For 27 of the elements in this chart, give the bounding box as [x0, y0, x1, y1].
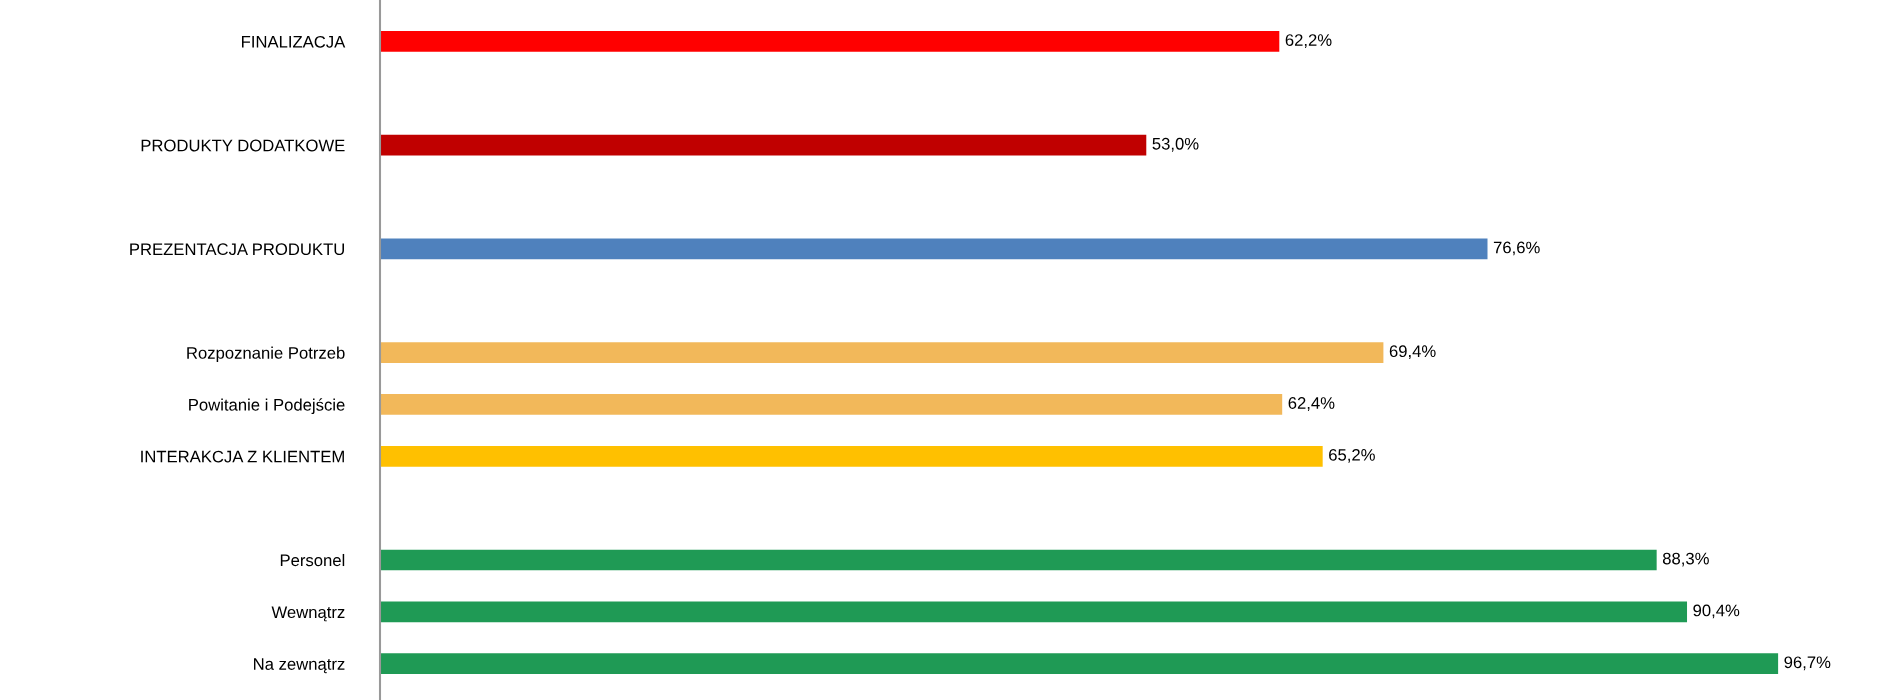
data-label: 62,2%	[1285, 34, 1332, 48]
bar	[380, 601, 1688, 623]
bar	[380, 445, 1323, 467]
bar	[380, 31, 1280, 52]
data-label: 62,4%	[1288, 397, 1335, 411]
bar	[380, 134, 1147, 156]
data-label: 76,6%	[1493, 241, 1540, 256]
y-tick-label: Na zewnątrz	[254, 658, 345, 674]
bar	[380, 394, 1283, 415]
bar	[380, 342, 1384, 363]
y-tick-label: PRODUKTY DODATKOWE	[141, 139, 345, 152]
data-label: 96,7%	[1784, 656, 1831, 671]
y-tick-label: PREZENTACJA PRODUKTU	[130, 243, 344, 256]
y-tick-label: Wewnątrz	[271, 606, 345, 622]
data-label: 90,4%	[1693, 604, 1740, 619]
y-tick-label: Rozpoznanie Potrzeb	[187, 346, 345, 363]
bar	[380, 549, 1657, 571]
bar	[380, 653, 1779, 675]
y-tick-label: FINALIZACJA	[242, 35, 346, 48]
y-tick-label: Personel	[280, 553, 345, 567]
data-label: 53,0%	[1152, 137, 1199, 152]
data-label: 69,4%	[1389, 345, 1436, 360]
bar	[380, 238, 1488, 260]
y-tick-label: INTERAKCJA Z KLIENTEM	[141, 450, 344, 463]
y-tick-label: Powitanie i Podejście	[189, 398, 345, 415]
data-label: 65,2%	[1329, 448, 1375, 463]
data-label: 88,3%	[1662, 552, 1709, 567]
